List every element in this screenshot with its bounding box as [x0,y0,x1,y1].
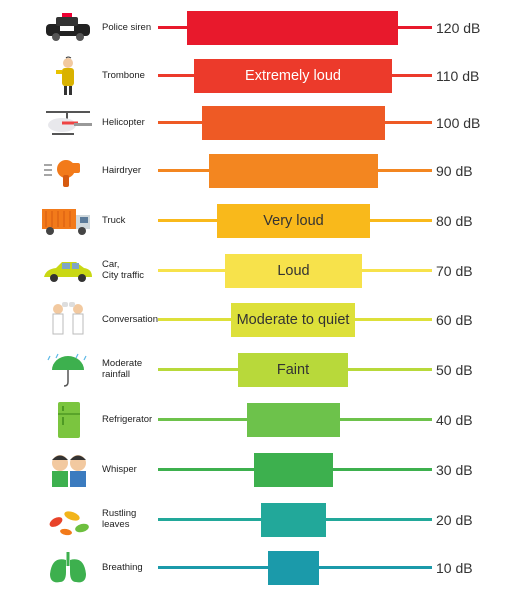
level-bar [247,403,340,437]
loudness-category-label: Faint [276,362,310,378]
decibel-value: 90 dB [436,163,473,179]
level-bar: Faint [238,353,348,387]
noise-row: Rustling leaves 20 dB [0,500,527,540]
level-bar [187,11,398,45]
lungs-icon [38,548,98,588]
level-bar [261,503,326,537]
level-bar [202,106,385,140]
level-bar: Moderate to quiet [231,303,355,337]
decibel-value: 100 dB [436,115,481,131]
sound-source-label: Car, City traffic [102,259,145,281]
truck-icon [38,201,98,241]
noise-row: Helicopter 100 dB [0,103,527,143]
level-bar [254,453,333,487]
decibel-value: 70 dB [436,263,473,279]
helicopter-icon [38,103,98,143]
decibel-value: 20 dB [436,512,473,528]
noise-row: Car, City traffic Loud 70 dB [0,251,527,291]
sound-source-label: Truck [102,214,126,226]
sound-source-label: Refrigerator [102,413,153,425]
noise-row: Whisper 30 dB [0,450,527,490]
noise-row: Breathing 10 dB [0,548,527,588]
sound-source-label: Trombone [102,69,145,81]
sound-source-label: Whisper [102,463,137,475]
sound-source-label: Conversation [102,313,158,325]
conversation-people-icon [38,300,98,340]
leaves-icon [38,500,98,540]
loudness-category-label: Moderate to quiet [236,312,350,328]
level-bar: Very loud [217,204,370,238]
decibel-value: 10 dB [436,560,473,576]
refrigerator-icon [38,400,98,440]
loudness-category-label: Very loud [263,213,324,229]
sound-source-label: Hairdryer [102,164,142,176]
noise-row: Hairdryer 90 dB [0,151,527,191]
noise-row: Police siren 120 dB [0,8,527,48]
sound-source-label: Police siren [102,21,152,33]
loudness-category-label: Extremely loud [245,68,341,84]
sound-source-label: Rustling leaves [102,508,137,530]
police-car-icon [38,8,98,48]
noise-row: Conversation Moderate to quiet 60 dB [0,300,527,340]
noise-row: Trombone Extremely loud 110 dB [0,56,527,96]
decibel-value: 50 dB [436,362,473,378]
noise-row: Refrigerator 40 dB [0,400,527,440]
decibel-value: 60 dB [436,312,473,328]
level-bar [268,551,319,585]
trombone-player-icon [38,56,98,96]
car-icon [38,251,98,291]
level-bar: Extremely loud [194,59,392,93]
umbrella-rain-icon [38,350,98,390]
decibel-value: 80 dB [436,213,473,229]
sound-source-label: Moderate rainfall [102,358,143,380]
sound-source-label: Helicopter [102,116,145,128]
noise-row: Truck Very loud 80 dB [0,201,527,241]
level-bar [209,154,378,188]
decibel-value: 30 dB [436,462,473,478]
level-bar: Loud [225,254,362,288]
whisper-people-icon [38,450,98,490]
loudness-category-label: Loud [277,263,310,279]
sound-source-label: Breathing [102,561,143,573]
decibel-value: 120 dB [436,20,481,36]
decibel-value: 40 dB [436,412,473,428]
noise-row: Moderate rainfall Faint 50 dB [0,350,527,390]
hairdryer-icon [38,151,98,191]
decibel-value: 110 dB [436,68,480,84]
